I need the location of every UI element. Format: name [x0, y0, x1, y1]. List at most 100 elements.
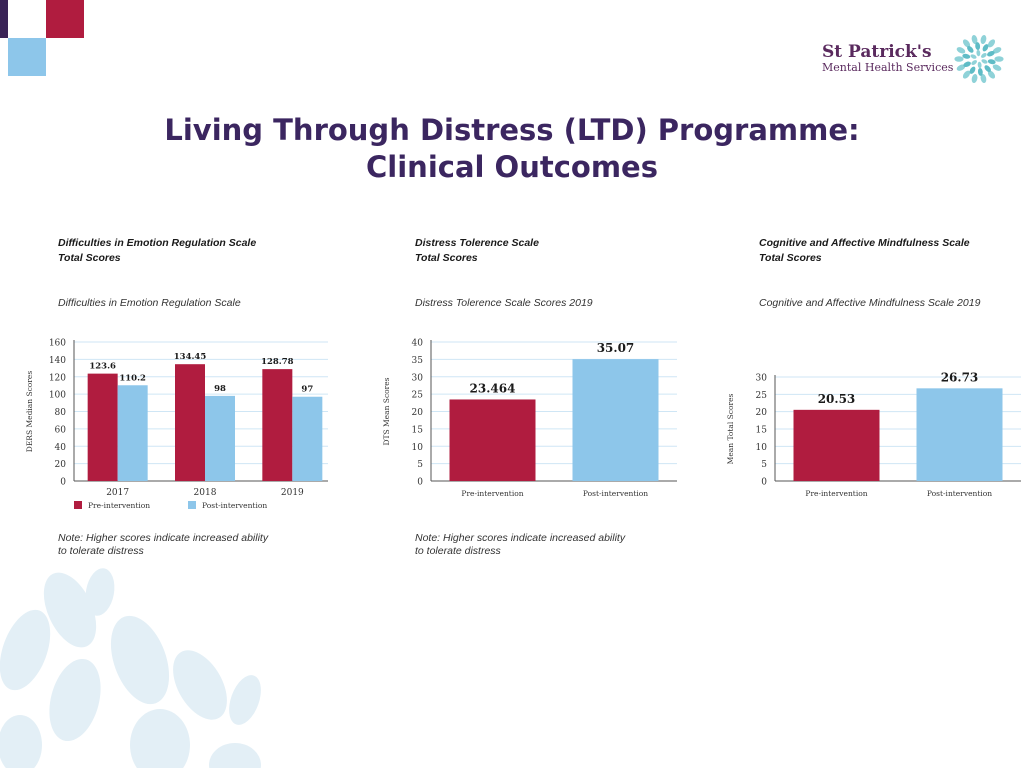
leaf-shape	[229, 675, 261, 725]
leaf-shape	[49, 658, 101, 742]
ders-bar-pre-intervention-2018	[175, 364, 205, 481]
ders-y-tick-label: 80	[55, 408, 67, 418]
logo-petal	[956, 47, 966, 54]
logo-petal	[971, 73, 978, 84]
dts-note-line-1: Note: Higher scores indicate increased a…	[415, 532, 626, 544]
ders-panel: Difficulties in Emotion Regulation Scale…	[25, 236, 348, 566]
ders-bar-post-intervention-2019	[292, 396, 323, 481]
legend-swatch-post-intervention	[188, 501, 196, 509]
logo-petal	[977, 61, 982, 69]
dts-bar-post-intervention	[572, 359, 659, 481]
legend-label-pre-intervention: Pre-intervention	[88, 501, 150, 510]
logo-petal	[980, 34, 987, 45]
ders-note: Note: Higher scores indicate increased a…	[58, 532, 268, 558]
ders-y-tick-label: 100	[49, 391, 66, 401]
flower-logo-icon	[954, 34, 1004, 84]
logo-petal	[982, 44, 989, 52]
dts-chart-subtitle: Distress Tolerence Scale Scores 2019	[415, 297, 593, 309]
dts-y-axis-label: DTS Mean Scores	[382, 377, 391, 445]
logo-name: St Patrick's	[822, 42, 932, 62]
logo-petal	[977, 67, 983, 76]
cams-heading-line-1: Cognitive and Affective Mindfulness Scal…	[759, 237, 970, 249]
dts-bar-chart: 0 5 10 15 20 25 30 35 40 DTS Mean Scores 23.464 Pre…	[382, 339, 677, 498]
cams-y-tick-label: 10	[756, 443, 768, 453]
cams-x-tick-label: Pre-intervention	[805, 489, 867, 498]
ders-y-tick-label: 0	[60, 478, 66, 488]
ders-note-line-1: Note: Higher scores indicate increased a…	[58, 532, 269, 544]
ders-bar-chart: 0 20 40 60 80 100 120 140 160 DERS Median Scores 1…	[25, 339, 328, 510]
dts-y-tick-label: 40	[412, 339, 424, 349]
dts-y-tick-label: 30	[412, 373, 424, 383]
logo-petal	[984, 65, 991, 73]
cams-y-tick-label: 5	[761, 460, 767, 470]
ders-heading-line-1: Difficulties in Emotion Regulation Scale	[58, 237, 257, 249]
corner-square-blue	[8, 38, 46, 76]
ders-x-tick-label: 2017	[106, 488, 129, 498]
cams-chart-subtitle: Cognitive and Affective Mindfulness Scal…	[759, 297, 981, 309]
dts-note-line-2: to tolerate distress	[415, 545, 501, 557]
logo-petal	[963, 61, 971, 68]
ders-y-tick-label: 40	[55, 443, 67, 453]
leaf-shape	[0, 715, 42, 768]
dts-heading: Distress Tolerence Scale Total Scores	[415, 236, 539, 266]
ders-bar-pre-intervention-2019	[262, 369, 293, 481]
cams-data-label-pre-intervention: 20.53	[818, 392, 856, 406]
logo-petal	[992, 64, 1002, 71]
leaf-shape	[209, 743, 261, 768]
ders-y-tick-label: 140	[49, 356, 66, 366]
logo-petal	[971, 60, 977, 65]
logo-petal	[956, 64, 966, 71]
ders-data-label-post-intervention-2019: 97	[301, 385, 313, 395]
ders-x-tick-label: 2019	[281, 488, 304, 498]
ders-x-tick-label: 2018	[194, 488, 217, 498]
logo-petal	[994, 56, 1004, 62]
ders-heading-line-2: Total Scores	[58, 252, 121, 264]
cams-panel: Cognitive and Affective Mindfulness Scal…	[726, 236, 1024, 566]
dts-x-tick-label: Pre-intervention	[461, 489, 523, 498]
ders-bar-pre-intervention-2017	[87, 373, 118, 481]
logo-petal	[992, 47, 1002, 54]
logo-petal	[971, 34, 978, 45]
logo-petal	[954, 56, 964, 62]
dts-y-tick-label: 35	[412, 356, 424, 366]
logo-petal	[962, 70, 971, 79]
logo-petal	[987, 39, 996, 48]
ders-data-label-pre-intervention-2019: 128.78	[261, 357, 294, 367]
dts-y-tick-label: 10	[412, 443, 424, 453]
dts-y-tick-label: 25	[412, 391, 424, 401]
ders-data-label-post-intervention-2017: 110.2	[119, 373, 146, 383]
cams-y-tick-label: 20	[756, 408, 768, 418]
logo-subtitle: Mental Health Services	[822, 61, 954, 74]
dts-data-label-pre-intervention: 23.464	[470, 381, 516, 395]
cams-y-axis-label: Mean Total Scores	[726, 393, 735, 464]
ders-y-tick-label: 120	[49, 373, 66, 383]
ders-data-label-pre-intervention-2017: 123.6	[89, 362, 116, 372]
ders-bar-post-intervention-2018	[205, 395, 235, 481]
ders-chart-subtitle: Difficulties in Emotion Regulation Scale	[58, 297, 241, 309]
legend-swatch-pre-intervention	[74, 501, 82, 509]
dts-heading-line-2: Total Scores	[415, 252, 478, 264]
logo-petal	[987, 59, 996, 65]
page-title-line-2: Clinical Outcomes	[366, 150, 658, 184]
logo-petal	[976, 49, 981, 57]
corner-square-crimson	[46, 0, 84, 38]
logo-petal	[962, 53, 971, 59]
cams-bar-post-intervention	[916, 388, 1003, 481]
dts-y-tick-label: 5	[417, 460, 423, 470]
leaf-shape	[85, 568, 115, 616]
logo-petal	[970, 54, 977, 59]
page-title-line-1: Living Through Distress (LTD) Programme:	[164, 113, 860, 147]
decorative-leaves	[0, 568, 261, 768]
dts-y-tick-label: 15	[412, 425, 424, 435]
cams-data-label-post-intervention: 26.73	[941, 370, 979, 384]
leaf-shape	[110, 615, 170, 705]
ders-note-line-2: to tolerate distress	[58, 545, 144, 557]
legend-label-post-intervention: Post-intervention	[202, 501, 267, 510]
cams-y-tick-label: 0	[761, 478, 767, 488]
cams-heading: Cognitive and Affective Mindfulness Scal…	[759, 236, 970, 266]
cams-x-tick-label: Post-intervention	[927, 489, 992, 498]
cams-bar-chart: 0 5 10 15 20 25 30 Mean Total Scores 20.53 Pre-in…	[726, 370, 1021, 498]
dts-note: Note: Higher scores indicate increased a…	[415, 532, 625, 558]
cams-y-tick-label: 15	[756, 426, 768, 436]
leaf-shape	[43, 572, 97, 648]
